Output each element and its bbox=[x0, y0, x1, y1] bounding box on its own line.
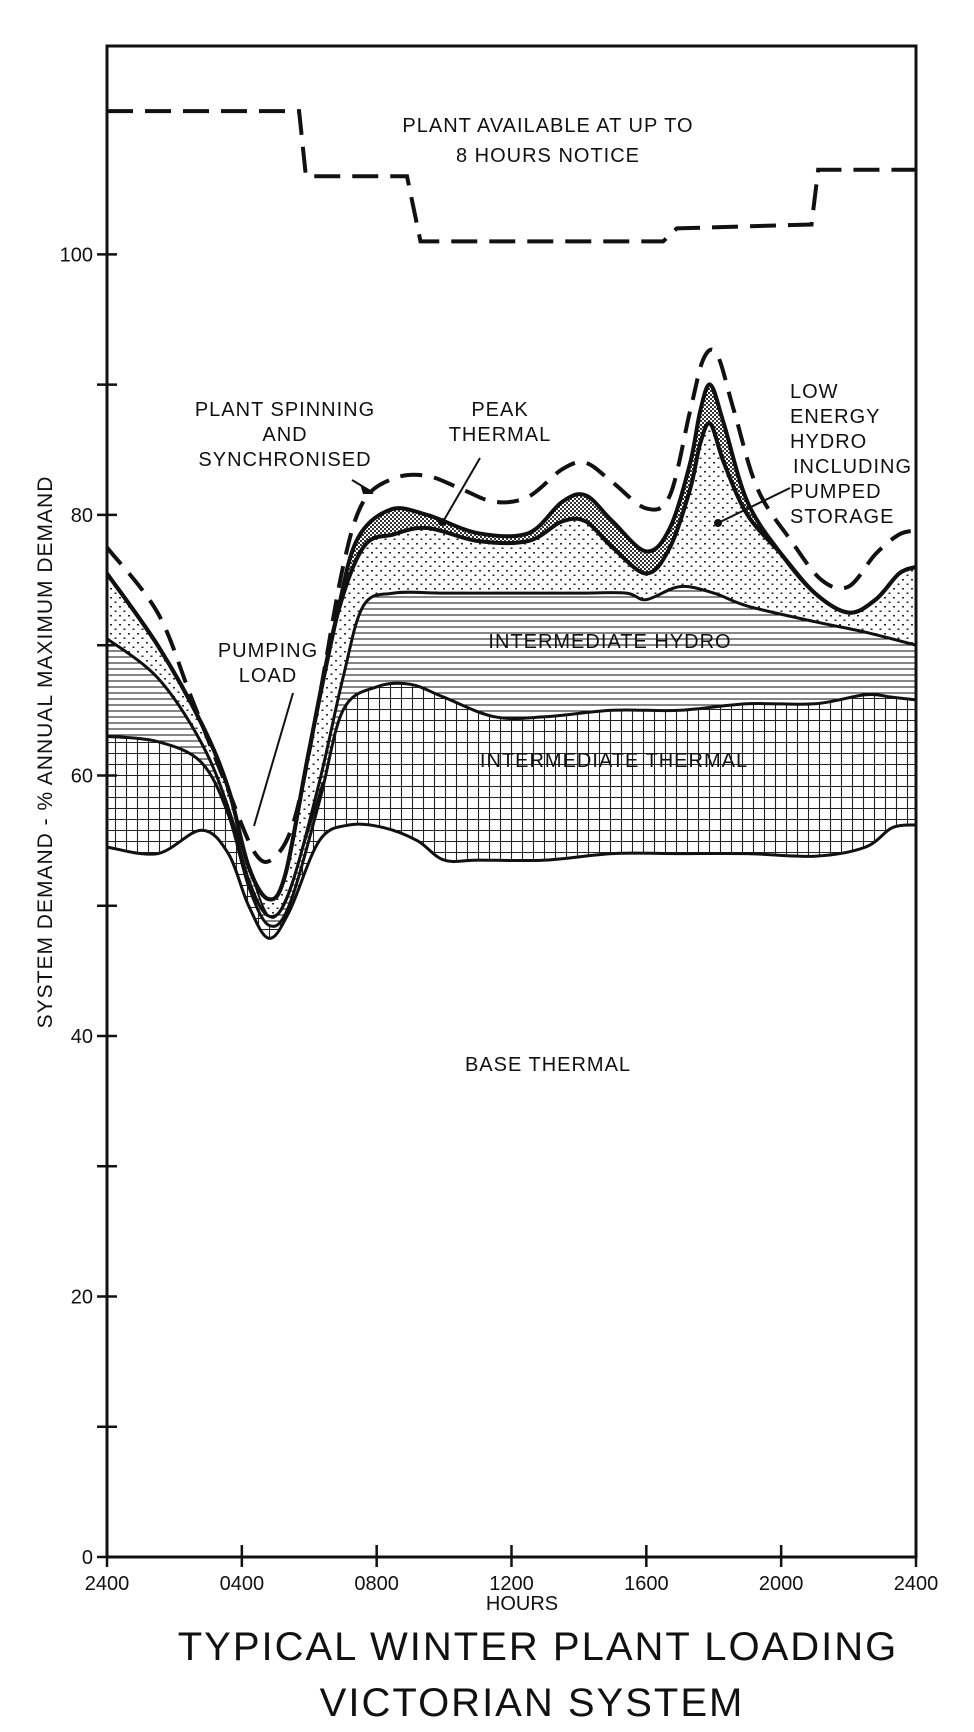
x-tick-label: 0800 bbox=[354, 1573, 399, 1595]
annotation-lowenergy: LOW ENERGY HYDRO INCLUDING PUMPED STORAGE bbox=[790, 381, 912, 528]
annotations: PLANT AVAILABLE AT UP TO 8 HOURS NOTICEPL… bbox=[195, 115, 912, 1076]
x-axis: 2400 0400 0800 1200 1600 2000 2400 bbox=[85, 1545, 939, 1595]
annotation-spinning: PLANT SPINNING AND SYNCHRONISED bbox=[195, 399, 375, 471]
curve-pumping-load bbox=[106, 637, 324, 919]
annotation-leaders bbox=[253, 457, 791, 827]
stacked-areas bbox=[107, 384, 916, 939]
annotation-line: 8 HOURS NOTICE bbox=[456, 145, 640, 167]
annotation-line: INCLUDING bbox=[793, 456, 912, 478]
leader-pumping bbox=[253, 692, 294, 827]
leader-arrowhead bbox=[360, 484, 374, 494]
y-tick-label: 40 bbox=[71, 1026, 93, 1048]
band-low-energy-hydro bbox=[107, 423, 916, 917]
annotation-line: INTERMEDIATE HYDRO bbox=[488, 631, 731, 653]
annotation-line: ENERGY bbox=[790, 406, 880, 428]
annotation-line: LOAD bbox=[239, 665, 297, 687]
annotation-line: PUMPED bbox=[790, 481, 882, 503]
curve-plant-spinning bbox=[105, 347, 917, 864]
annotation-line: AND bbox=[262, 424, 307, 446]
annotation-line: PLANT AVAILABLE AT UP TO bbox=[402, 115, 693, 137]
annotation-line: BASE THERMAL bbox=[465, 1054, 631, 1076]
x-tick-label: 2000 bbox=[759, 1573, 804, 1595]
x-tick-label: 0400 bbox=[220, 1573, 265, 1595]
x-tick-label: 2400 bbox=[85, 1573, 130, 1595]
x-axis-title: HOURS bbox=[486, 1593, 558, 1615]
chart-subtitle: VICTORIAN SYSTEM bbox=[320, 1681, 745, 1725]
annotation-line: PLANT SPINNING bbox=[195, 399, 375, 421]
y-tick-label: 80 bbox=[71, 505, 93, 527]
y-tick-label: 60 bbox=[71, 765, 93, 787]
annotation-intthermal: INTERMEDIATE THERMAL bbox=[480, 750, 748, 772]
y-tick-label: 20 bbox=[71, 1286, 93, 1308]
x-tick-label: 2400 bbox=[894, 1573, 939, 1595]
leader-peak bbox=[443, 457, 481, 521]
chart-title: TYPICAL WINTER PLANT LOADING bbox=[178, 1625, 899, 1669]
annotation-line: INTERMEDIATE THERMAL bbox=[480, 750, 748, 772]
x-tick-label: 1600 bbox=[624, 1573, 669, 1595]
annotation-line: HYDRO bbox=[790, 431, 867, 453]
annotation-line: THERMAL bbox=[449, 424, 552, 446]
annotation-line: SYNCHRONISED bbox=[198, 449, 371, 471]
leader-dot-peak bbox=[438, 518, 446, 526]
annotation-available: PLANT AVAILABLE AT UP TO 8 HOURS NOTICE bbox=[402, 115, 693, 167]
leader-low-energy bbox=[719, 487, 791, 523]
annotation-pumping: PUMPING LOAD bbox=[218, 640, 318, 687]
y-tick-label: 0 bbox=[82, 1547, 93, 1569]
annotation-line: PEAK bbox=[471, 399, 528, 421]
curve-base-thermal bbox=[106, 822, 917, 940]
band-intermediate-hydro bbox=[107, 586, 916, 927]
annotation-line: PUMPING bbox=[218, 640, 318, 662]
curve-plant-available bbox=[107, 109, 916, 244]
y-axis-title: SYSTEM DEMAND - % ANNUAL MAXIMUM DEMAND bbox=[34, 476, 57, 1029]
annotation-line: LOW bbox=[790, 381, 839, 403]
leader-dot-low-energy bbox=[714, 519, 722, 527]
annotation-inthydro: INTERMEDIATE HYDRO bbox=[488, 631, 731, 653]
y-tick-label: 100 bbox=[60, 244, 93, 266]
series-curves bbox=[105, 109, 917, 940]
annotation-line: STORAGE bbox=[790, 506, 894, 528]
band-intermediate-thermal bbox=[107, 683, 916, 939]
curve-peak-thermal bbox=[105, 382, 917, 902]
annotation-basethermal: BASE THERMAL bbox=[465, 1054, 631, 1076]
annotation-peak: PEAK THERMAL bbox=[449, 399, 552, 446]
x-tick-label: 1200 bbox=[489, 1573, 534, 1595]
curve-intermediate-hydro bbox=[106, 584, 917, 919]
